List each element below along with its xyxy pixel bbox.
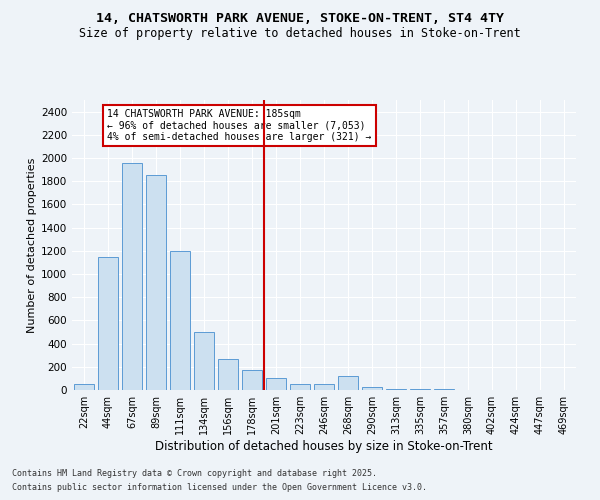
Text: Contains public sector information licensed under the Open Government Licence v3: Contains public sector information licen… xyxy=(12,484,427,492)
Bar xyxy=(338,376,358,390)
X-axis label: Distribution of detached houses by size in Stoke-on-Trent: Distribution of detached houses by size … xyxy=(155,440,493,453)
Text: Contains HM Land Registry data © Crown copyright and database right 2025.: Contains HM Land Registry data © Crown c… xyxy=(12,468,377,477)
Bar xyxy=(194,332,214,390)
Bar xyxy=(386,388,406,390)
Text: 14 CHATSWORTH PARK AVENUE: 185sqm
← 96% of detached houses are smaller (7,053)
4: 14 CHATSWORTH PARK AVENUE: 185sqm ← 96% … xyxy=(107,108,371,142)
Bar xyxy=(146,176,166,390)
Bar xyxy=(122,162,142,390)
Bar xyxy=(218,360,238,390)
Bar xyxy=(74,384,94,390)
Y-axis label: Number of detached properties: Number of detached properties xyxy=(27,158,37,332)
Bar xyxy=(290,384,310,390)
Bar xyxy=(242,370,262,390)
Bar xyxy=(98,256,118,390)
Text: Size of property relative to detached houses in Stoke-on-Trent: Size of property relative to detached ho… xyxy=(79,28,521,40)
Bar xyxy=(266,378,286,390)
Bar xyxy=(314,384,334,390)
Bar xyxy=(170,251,190,390)
Bar xyxy=(362,387,382,390)
Text: 14, CHATSWORTH PARK AVENUE, STOKE-ON-TRENT, ST4 4TY: 14, CHATSWORTH PARK AVENUE, STOKE-ON-TRE… xyxy=(96,12,504,26)
